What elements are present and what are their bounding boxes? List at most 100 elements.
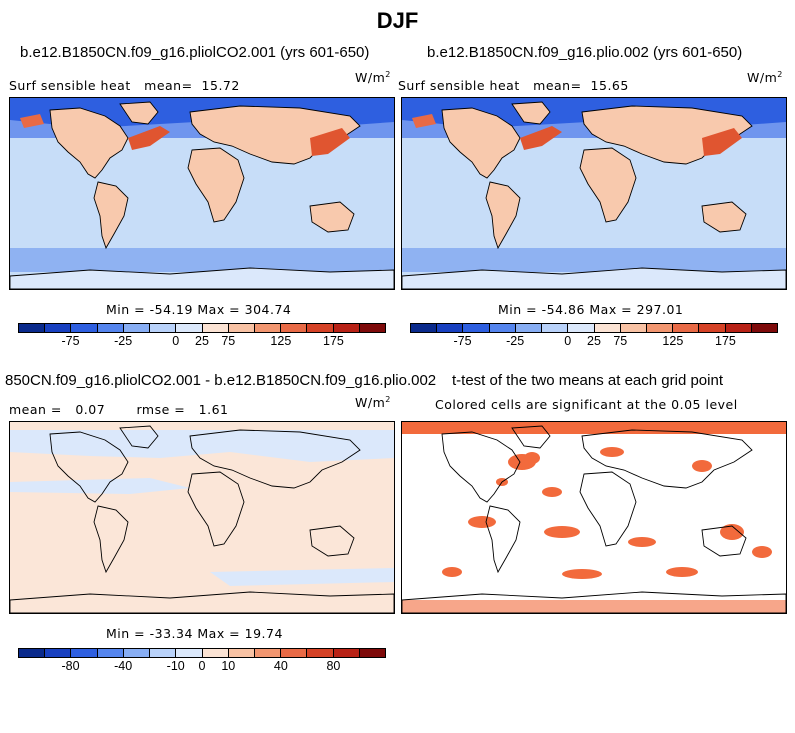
colorbar-tick-label: 125 [662, 334, 684, 348]
panel2-map-svg [402, 98, 786, 289]
coastline [49, 431, 129, 503]
coastline [701, 525, 747, 557]
colorbar-tick-label: 75 [221, 334, 236, 348]
panel4-map-svg [402, 422, 786, 613]
panel1-units-exp: 2 [385, 70, 391, 79]
colorbar-tick-label: -10 [166, 659, 185, 673]
colorbar-swatch [228, 324, 255, 332]
colorbar-tick-label: 0 [198, 659, 206, 673]
significant-region [666, 567, 698, 577]
coastline [581, 429, 753, 489]
coastline [511, 425, 551, 449]
landmass [511, 101, 551, 125]
kuroshio-region [702, 128, 742, 156]
colorbar-swatch [150, 324, 177, 332]
panel4-title: t-test of the two means at each grid poi… [452, 372, 723, 389]
panel2-mean: 15.65 [590, 78, 629, 93]
colorbar-tick-label: -75 [453, 334, 472, 348]
panel1-field-name: Surf sensible heat [9, 78, 131, 93]
panel4-map [401, 421, 787, 614]
colorbar-swatch [515, 324, 543, 332]
coastline [485, 505, 521, 574]
gulf-stream-region [520, 126, 562, 150]
colorbar-tick-label: 0 [172, 334, 180, 348]
colorbar-swatch [307, 324, 334, 332]
significant-region [692, 460, 712, 472]
coastline [119, 425, 159, 449]
colorbar-tick-label: 10 [221, 659, 236, 673]
panel3-colorbar: -80 -40 -10 0 10 40 80 [18, 648, 386, 673]
panel2-field: Surf sensible heat mean= 15.65 [398, 78, 629, 93]
diff-negative-north [10, 430, 394, 462]
panel4-subtitle: Colored cells are significant at the 0.0… [435, 397, 738, 412]
colorbar-tick-label: -25 [506, 334, 525, 348]
panel2-map [401, 97, 787, 290]
colorbar-swatch [594, 324, 621, 332]
significant-region [442, 567, 462, 577]
colorbar-swatch [568, 324, 595, 332]
colorbar-swatch [333, 649, 360, 657]
colorbar-tick-label: 75 [613, 334, 628, 348]
landmass [701, 201, 747, 233]
colorbar-tick-label: 25 [195, 334, 209, 348]
panel3-units-exp: 2 [385, 395, 391, 404]
coastline [579, 471, 637, 547]
panel2-colorbar: -75 -25 0 25 75 125 175 [410, 323, 778, 348]
panel2-field-name: Surf sensible heat [398, 78, 520, 93]
gulf-stream-region [128, 126, 170, 150]
colorbar-swatch [620, 324, 647, 332]
coastline [441, 431, 521, 503]
panel2-units: W/m2 [747, 70, 783, 85]
landmass [10, 267, 394, 289]
warm-patch [20, 114, 44, 128]
panel1-units-text: W/m [355, 70, 386, 86]
significant-region [468, 516, 496, 528]
panel3-units: W/m2 [355, 395, 391, 410]
panel1-mean: 15.72 [201, 78, 240, 93]
panel2-mean-label: mean= [533, 78, 582, 93]
colorbar-swatch [254, 324, 282, 332]
panel1-colorbar: -75 -25 0 25 75 125 175 [18, 323, 386, 348]
landmass [93, 181, 129, 250]
coastline [187, 471, 245, 547]
significant-region [628, 537, 656, 547]
colorbar-swatch [19, 324, 46, 332]
significant-region [562, 569, 602, 579]
panel1-minmax: Min = -54.19 Max = 304.74 [106, 302, 292, 317]
colorbar-swatch [281, 324, 308, 332]
landmass [49, 107, 129, 179]
signif-antarctic [402, 600, 786, 613]
landmass [441, 107, 521, 179]
panel3-colorbar-labels: -80 -40 -10 0 10 40 80 [18, 658, 386, 673]
colorbar-swatch [673, 324, 700, 332]
signif-arctic [402, 422, 786, 434]
coastline [93, 505, 129, 574]
colorbar-swatch [123, 649, 151, 657]
panel2-colorbar-swatches [410, 323, 778, 333]
colorbar-tick-label: 0 [564, 334, 572, 348]
colorbar-tick-label: 25 [587, 334, 601, 348]
colorbar-swatch [307, 649, 334, 657]
panel2-colorbar-labels: -75 -25 0 25 75 125 175 [410, 333, 778, 348]
colorbar-tick-label: -80 [61, 659, 80, 673]
colorbar-swatch [646, 324, 674, 332]
panel3-mean: 0.07 [75, 402, 106, 417]
colorbar-tick-label: 175 [322, 334, 344, 348]
colorbar-swatch [71, 324, 98, 332]
panel3-minmax: Min = -33.34 Max = 19.74 [106, 626, 283, 641]
panel3-rmse: 1.61 [198, 402, 229, 417]
landmass [402, 267, 786, 289]
significant-region [752, 546, 772, 558]
colorbar-tick-label: 80 [326, 659, 341, 673]
panel1-map-svg [10, 98, 394, 289]
panel1-map [9, 97, 395, 290]
colorbar-swatch [45, 324, 72, 332]
panel1-units: W/m2 [355, 70, 391, 85]
colorbar-swatch [542, 324, 569, 332]
colorbar-tick-label: -75 [61, 334, 80, 348]
colorbar-tick-label: 175 [714, 334, 736, 348]
colorbar-swatch [19, 649, 46, 657]
coastline [189, 429, 361, 489]
colorbar-swatch [463, 324, 490, 332]
panel1-mean-label: mean= [144, 78, 193, 93]
